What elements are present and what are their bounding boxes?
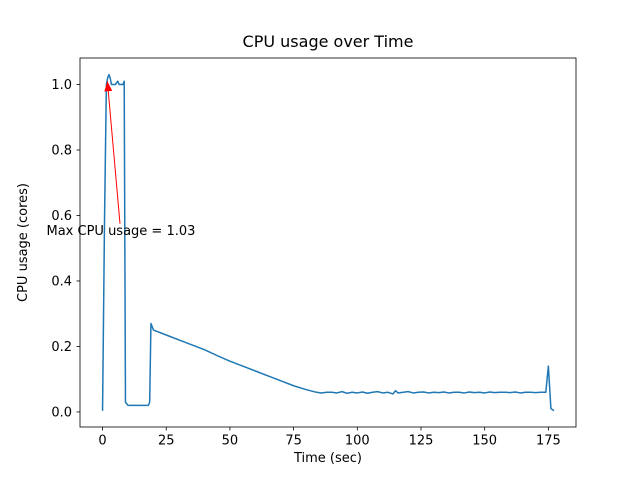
x-tick-label: 150: [472, 434, 497, 449]
x-tick-label: 100: [345, 434, 370, 449]
annotation-max-cpu-text: Max CPU usage = 1.03: [47, 224, 196, 239]
cpu-usage-line: [101, 73, 555, 412]
x-tick-label: 125: [409, 434, 434, 449]
y-tick-label: 0.8: [51, 144, 72, 159]
plot-border: [79, 57, 577, 428]
x-axis-label: Time (sec): [293, 451, 362, 466]
y-axis-label: CPU usage (cores): [16, 183, 31, 302]
y-tick-label: 0.6: [51, 209, 72, 224]
y-tick-label: 0.0: [51, 405, 72, 420]
y-tick-label: 1.0: [51, 78, 72, 93]
x-tick-label: 75: [285, 434, 302, 449]
x-tick-label: 50: [222, 434, 239, 449]
annotation-arrow-line: [106, 81, 121, 224]
chart-title: CPU usage over Time: [243, 32, 414, 51]
annotation-arrowhead: [104, 81, 113, 92]
annotation-group: Max CPU usage = 1.03: [47, 81, 196, 239]
axis-ticks: 0 25 50 75 100 125 150 175 0.0 0.2 0.4 0.6 0.8 1.0: [51, 78, 560, 448]
y-tick-label: 0.4: [51, 274, 72, 289]
x-tick-label: 25: [158, 434, 175, 449]
series-group: [101, 73, 555, 412]
y-tick-label: 0.2: [51, 340, 72, 355]
x-tick-label: 0: [98, 434, 106, 449]
x-tick-label: 175: [536, 434, 561, 449]
